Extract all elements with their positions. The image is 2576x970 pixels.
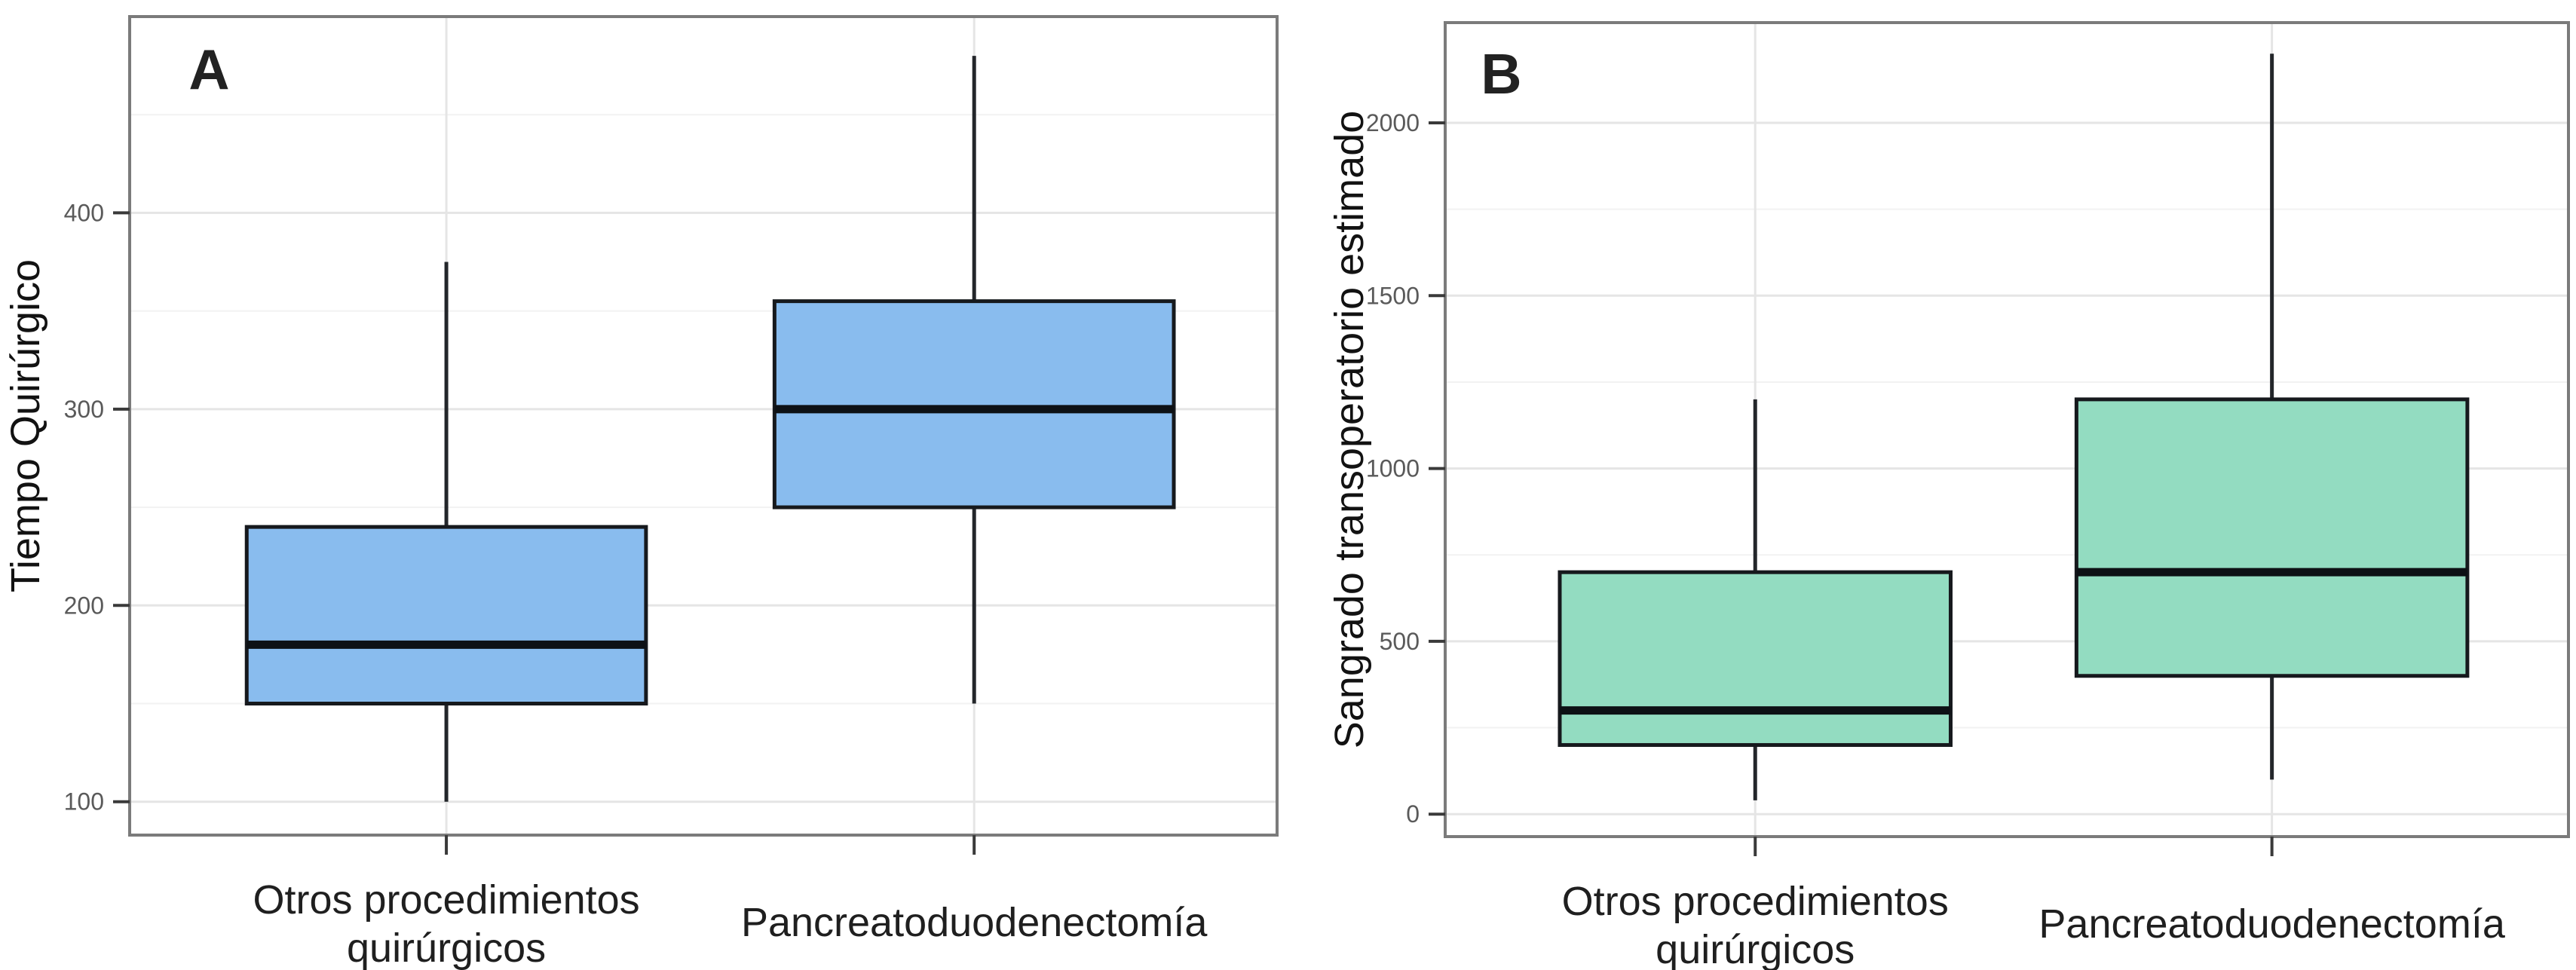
y-tick-label: 0 — [1406, 800, 1420, 828]
y-tick-label: 100 — [64, 788, 104, 815]
x-category-label: Pancreatoduodenectomía — [741, 900, 1208, 945]
box-iqr — [2074, 397, 2470, 678]
panel-B: B Sangrado transoperatorio estimado 0 500… — [1282, 0, 2576, 970]
panel-A: A Tiempo Quirúrgico 100 200 300 400 Otros pr… — [0, 0, 1282, 970]
y-axis-title-sangrado-transoperatorio: Sangrado transoperatorio estimado — [1327, 110, 1372, 749]
y-tick-label: 1000 — [1366, 455, 1420, 482]
x-category-label: Otros procedimientos quirúrgicos — [253, 877, 639, 970]
y-tick-label: 300 — [64, 396, 104, 423]
y-tick-label: 1500 — [1366, 282, 1420, 309]
y-tick-label: 2000 — [1366, 109, 1420, 136]
panel-border — [1444, 21, 2570, 838]
panel-label-A: A — [188, 38, 231, 101]
box-iqr — [772, 299, 1176, 509]
y-tick-label: 400 — [64, 199, 104, 226]
x-category-label: Otros procedimientos quirúrgicos — [1562, 879, 1949, 970]
y-tick-label: 200 — [64, 592, 104, 619]
boxplot-canvas-B: 0 500 1000 1500 2000 Otros procedimientos quir… — [1366, 21, 2570, 970]
panel-label-B: B — [1481, 42, 1523, 106]
x-category-label: Pancreatoduodenectomía — [2038, 901, 2505, 947]
box-iqr — [244, 525, 648, 706]
panel-border — [128, 15, 1279, 837]
boxplot-canvas-A: 100 200 300 400 Otros procedimientos quirúrgi… — [64, 15, 1279, 970]
box-iqr — [1558, 570, 1953, 747]
y-tick-label: 500 — [1380, 628, 1420, 655]
y-axis-title-tiempo-quirurgico: Tiempo Quirúrgico — [3, 259, 48, 593]
